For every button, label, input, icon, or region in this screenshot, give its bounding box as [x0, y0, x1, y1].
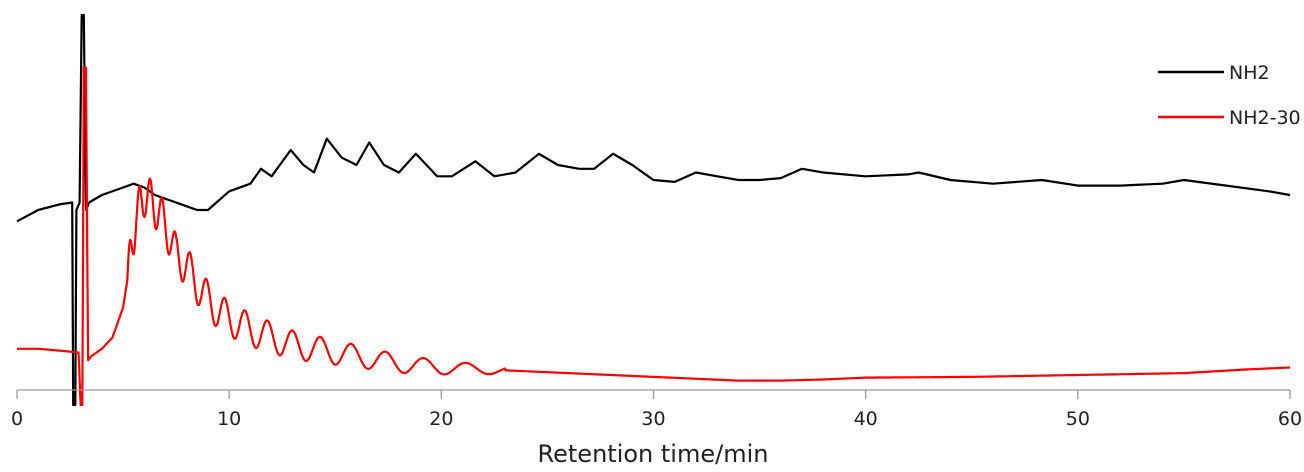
x-tick-label: 50 [1066, 408, 1090, 430]
x-axis-ticks: 0 10 20 30 40 50 60 [11, 390, 1302, 430]
x-tick-label: 0 [11, 408, 23, 430]
x-tick-label: 40 [854, 408, 878, 430]
legend-label-nh2: NH2 [1229, 62, 1270, 84]
series-line-nh2-30 [16, 66, 1291, 407]
legend-label-nh2-30: NH2-30 [1229, 107, 1301, 129]
legend: NH2 NH2-30 [1158, 62, 1301, 129]
plot-lines [16, 13, 1291, 407]
x-tick-label: 60 [1278, 408, 1302, 430]
x-tick-label: 20 [429, 408, 453, 430]
x-tick-label: 30 [641, 408, 665, 430]
series-line-nh2 [16, 13, 1291, 407]
x-axis-title: Retention time/min [538, 440, 769, 468]
x-tick-label: 10 [217, 408, 241, 430]
